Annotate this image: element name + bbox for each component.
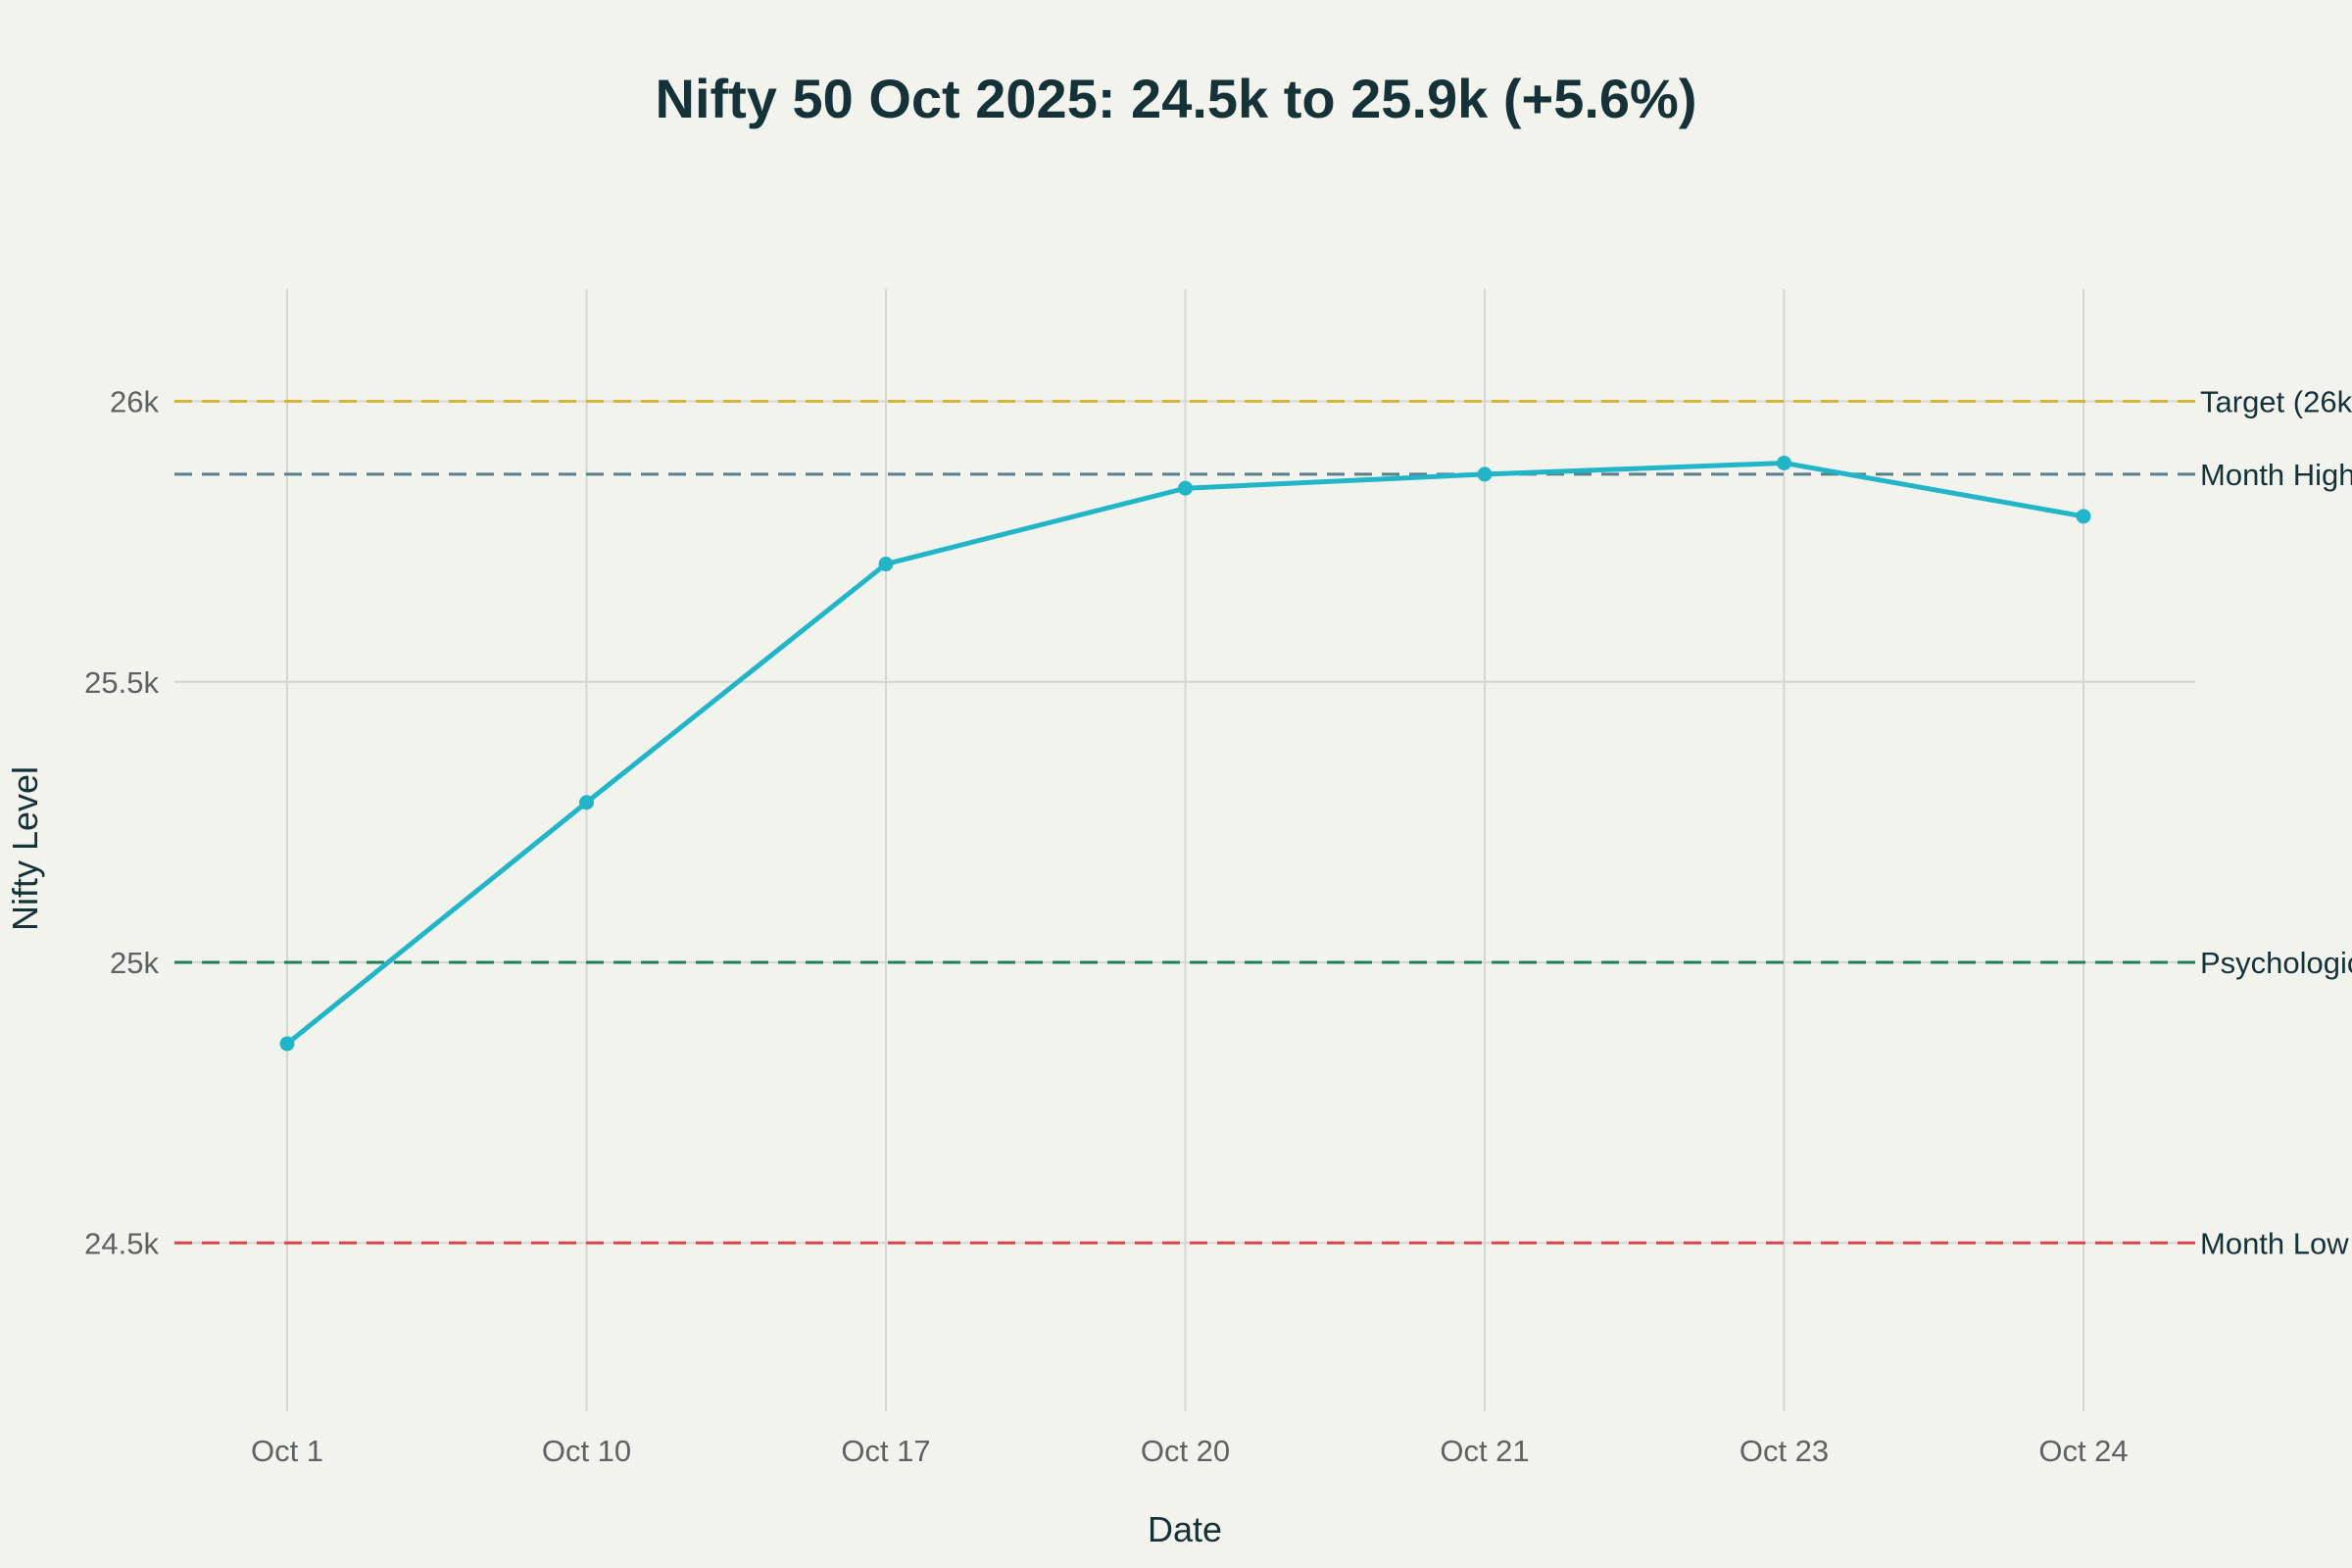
reference-lines: Target (26k) Month High Psychological Month… [174,385,2352,1260]
x-axis-label: Date [1148,1509,1222,1549]
reference-line-label: Psychological [2200,946,2352,980]
y-axis-ticks: 24.5k 25k 25.5k 26k [84,385,159,1261]
data-point [878,557,894,572]
data-point [2076,509,2091,524]
marker-layer [279,455,2091,1052]
reference-line-label: Target (26k) [2200,385,2352,419]
x-tick-label: Oct 21 [1440,1434,1529,1468]
x-tick-label: Oct 24 [2038,1434,2128,1468]
y-tick-label: 24.5k [84,1226,159,1260]
x-tick-label: Oct 17 [841,1434,930,1468]
data-point [279,1036,295,1052]
data-point [579,795,594,810]
reference-line-label: Month Low [2200,1226,2349,1260]
y-tick-label: 26k [110,385,159,419]
x-tick-label: Oct 23 [1740,1434,1829,1468]
data-point [1477,466,1493,482]
y-tick-label: 25.5k [84,665,159,700]
reference-line-label: Month High [2200,458,2352,492]
x-tick-label: Oct 10 [542,1434,631,1468]
x-axis-ticks: Oct 1 Oct 10 Oct 17 Oct 20 Oct 21 Oct 23 Oct 2… [251,1434,2129,1468]
chart-title: Nifty 50 Oct 2025: 24.5k to 25.9k (+5.6%… [656,68,1697,129]
y-tick-label: 25k [110,946,159,980]
x-tick-label: Oct 20 [1141,1434,1230,1468]
y-axis-label: Nifty Level [5,766,45,931]
data-point [1178,480,1193,496]
data-point [1777,455,1791,470]
x-tick-label: Oct 1 [251,1434,323,1468]
